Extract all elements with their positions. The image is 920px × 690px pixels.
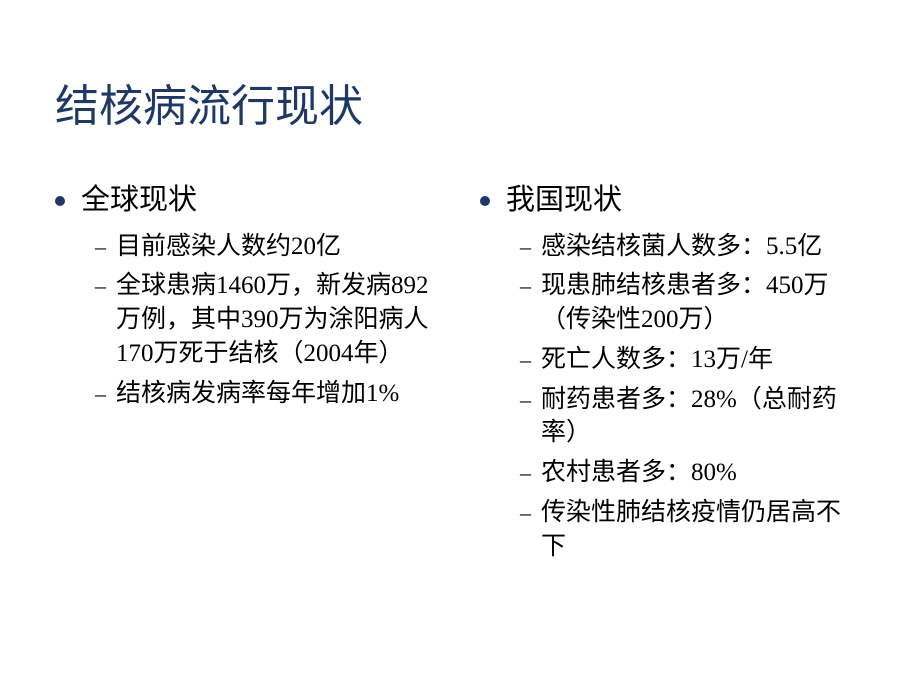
slide-container: 结核病流行现状 全球现状 – 目前感染人数约20亿 – 全球患病1460万，新发… [0, 0, 920, 690]
dash-icon: – [520, 385, 531, 415]
main-bullet-item: 我国现状 [480, 182, 865, 220]
sub-text: 现患肺结核患者多：450万（传染性200万） [541, 269, 865, 337]
bullet-main-icon [480, 196, 490, 206]
list-item: – 全球患病1460万，新发病892 万例，其中390万为涂阳病人170万死于结… [95, 269, 440, 370]
right-heading: 我国现状 [506, 182, 622, 220]
left-column: 全球现状 – 目前感染人数约20亿 – 全球患病1460万，新发病892 万例，… [55, 182, 440, 569]
list-item: – 农村患者多：80% [520, 456, 865, 490]
sub-text: 死亡人数多：13万/年 [541, 343, 773, 377]
dash-icon: – [520, 458, 531, 488]
right-sub-list: – 感染结核菌人数多：5.5亿 – 现患肺结核患者多：450万（传染性200万）… [520, 230, 865, 564]
left-heading: 全球现状 [81, 182, 197, 220]
sub-text: 传染性肺结核疫情仍居高不下 [541, 496, 865, 564]
dash-icon: – [95, 379, 106, 409]
sub-text: 全球患病1460万，新发病892 万例，其中390万为涂阳病人170万死于结核（… [116, 269, 440, 370]
bullet-main-icon [55, 196, 65, 206]
dash-icon: – [520, 498, 531, 528]
list-item: – 目前感染人数约20亿 [95, 230, 440, 264]
content-columns: 全球现状 – 目前感染人数约20亿 – 全球患病1460万，新发病892 万例，… [55, 182, 865, 569]
sub-text: 结核病发病率每年增加1% [116, 377, 399, 411]
list-item: – 传染性肺结核疫情仍居高不下 [520, 496, 865, 564]
left-sub-list: – 目前感染人数约20亿 – 全球患病1460万，新发病892 万例，其中390… [95, 230, 440, 411]
dash-icon: – [95, 271, 106, 301]
list-item: – 死亡人数多：13万/年 [520, 343, 865, 377]
list-item: – 感染结核菌人数多：5.5亿 [520, 230, 865, 264]
list-item: – 耐药患者多：28%（总耐药率） [520, 383, 865, 451]
dash-icon: – [520, 232, 531, 262]
dash-icon: – [95, 232, 106, 262]
sub-text: 农村患者多：80% [541, 456, 737, 490]
sub-text: 感染结核菌人数多：5.5亿 [541, 230, 822, 264]
right-column: 我国现状 – 感染结核菌人数多：5.5亿 – 现患肺结核患者多：450万（传染性… [470, 182, 865, 569]
dash-icon: – [520, 271, 531, 301]
list-item: – 结核病发病率每年增加1% [95, 377, 440, 411]
main-bullet-item: 全球现状 [55, 182, 440, 220]
sub-text: 目前感染人数约20亿 [116, 230, 341, 264]
list-item: – 现患肺结核患者多：450万（传染性200万） [520, 269, 865, 337]
sub-text: 耐药患者多：28%（总耐药率） [541, 383, 865, 451]
slide-title: 结核病流行现状 [55, 70, 865, 134]
dash-icon: – [520, 345, 531, 375]
